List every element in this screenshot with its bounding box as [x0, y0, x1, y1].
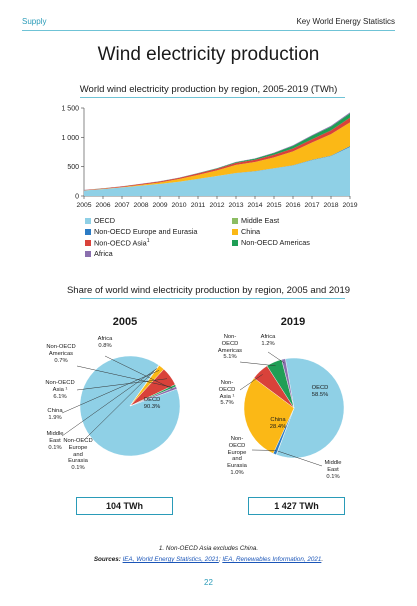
x-tick-label: 2016 — [285, 202, 300, 209]
legend-swatch — [232, 239, 238, 246]
legend-label: Non-OECD Asia1 — [94, 238, 150, 248]
legend-item-africa: Africa — [85, 249, 113, 258]
sources-prefix: Sources: — [93, 556, 123, 563]
chart1-title: World wind electricity production by reg… — [79, 84, 338, 95]
pie-leader-line — [267, 351, 285, 364]
x-tick-label: 2017 — [304, 202, 319, 209]
pie-2019-label-non-oecd-asia: Non- OECD Asia ¹ 5.7% — [218, 380, 236, 407]
legend-swatch — [85, 250, 91, 257]
legend-swatch — [232, 228, 238, 235]
pie-leader-line — [61, 368, 157, 437]
legend-item-china: China — [232, 227, 260, 236]
area-chart: 0 500 1 000 1 500 2005 2006 2007 2008 2009 2010 20… — [61, 106, 357, 210]
pie-2005-total: 104 TWh — [76, 497, 173, 515]
legend-item-oecd: OECD — [85, 216, 115, 225]
pie-2005-label-oecd: OECD 90.3% — [143, 397, 161, 410]
pie-2005-label-africa: Africa 0.8% — [97, 336, 113, 349]
x-tick-label: 2013 — [228, 202, 243, 209]
x-tick-label: 2011 — [191, 202, 206, 209]
pie-leader-line — [76, 365, 173, 388]
legend-label: Non-OECD Europe and Eurasia — [94, 227, 198, 236]
x-tick-label: 2015 — [266, 202, 281, 209]
pie-2005-year: 2005 — [112, 316, 138, 328]
page-title: Wind electricity production — [97, 44, 320, 65]
chart1-legend: OECD Middle East Non-OECD Europe and Euras… — [0, 0, 417, 300]
legend-swatch — [85, 228, 91, 235]
pie-leader-line — [76, 378, 168, 391]
footnote: 1. Non-OECD Asia excludes China. — [158, 545, 259, 552]
pie-2019-label-non-oecd-europe-eurasia: Non- OECD Europe and Eurasia 1.0% — [227, 436, 247, 477]
pie-2019-label-china: China 28.4% — [269, 417, 287, 430]
y-tick-label: 1 500 — [61, 106, 79, 113]
area-series-oecd — [84, 147, 350, 196]
pie-2019-label-non-oecd-americas: Non- OECD Americas 5.1% — [217, 334, 243, 361]
area-series-china — [84, 122, 350, 191]
x-tick-label: 2014 — [247, 202, 262, 209]
pie-2005-label-middle-east: Middle East 0.1% — [46, 431, 64, 451]
y-tick-label: 1 000 — [61, 135, 79, 142]
sources: Sources: IEA, World Energy Statistics, 2… — [0, 556, 417, 563]
pie-2005-label-non-oecd-asia: Non-OECD Asia ¹ 6.1% — [45, 380, 75, 400]
pie-2019-total: 1 427 TWh — [248, 497, 345, 515]
pie-2019-slice-china — [243, 377, 295, 454]
pie-2019-label-africa: Africa 1.2% — [260, 334, 276, 347]
legend-swatch — [85, 217, 91, 224]
pie-2005-label-non-oecd-europe-eurasia: Non-OECD Europe and Eurasia 0.1% — [63, 438, 93, 472]
pie-2019-label-middle-east: Middle East 0.1% — [324, 460, 342, 480]
header-publication: Key World Energy Statistics — [296, 17, 395, 26]
sources-suffix: . — [321, 556, 324, 563]
legend-swatch — [85, 239, 91, 246]
x-tick-label: 2005 — [76, 202, 91, 209]
x-tick-label: 2009 — [152, 202, 167, 209]
legend-label: Non-OECD Americas — [241, 238, 310, 247]
chart1-title-rule — [80, 97, 345, 98]
x-tick-label: 2006 — [95, 202, 110, 209]
x-tick-label: 2018 — [323, 202, 338, 209]
pie-2019-label-oecd: OECD 58.5% — [311, 385, 329, 398]
x-tick-label: 2007 — [114, 202, 129, 209]
legend-swatch — [232, 217, 238, 224]
legend-label: China — [241, 227, 261, 236]
legend-item-middle-east: Middle East — [232, 216, 279, 225]
y-tick-label: 0 — [75, 194, 79, 201]
source-link-world-energy-statistics[interactable]: IEA, World Energy Statistics, 2021 — [122, 556, 219, 563]
legend-label: Africa — [94, 249, 113, 258]
sources-separator: ; — [218, 556, 223, 563]
pie-2005-slice-africa — [129, 386, 178, 407]
pie-leader-line — [104, 355, 173, 390]
chart2-title-rule — [80, 298, 345, 299]
pie-leader-line — [277, 450, 323, 467]
legend-item-non-oecd-americas: Non-OECD Americas — [232, 238, 310, 247]
pie-leader-line — [239, 361, 276, 367]
x-tick-label: 2019 — [342, 202, 357, 209]
pie-leader-line — [61, 370, 160, 414]
pie-2005-label-non-oecd-americas: Non-OECD Americas 0.7% — [46, 344, 76, 364]
pie-2019-year: 2019 — [280, 316, 306, 328]
pie-leader-line — [239, 374, 263, 391]
pie-2019-slice-africa — [281, 358, 295, 409]
pie-2019-slice-oecd — [276, 357, 345, 459]
pie-2005-label-china: China 1.9% — [47, 408, 63, 421]
x-tick-label: 2012 — [209, 202, 224, 209]
x-tick-label: 2010 — [171, 202, 186, 209]
page-number: 22 — [204, 578, 213, 587]
x-tick-label: 2008 — [133, 202, 148, 209]
source-link-renewables-information[interactable]: IEA, Renewables Information, 2021 — [222, 556, 322, 563]
header-divider — [22, 30, 395, 31]
chart2-title: Share of world wind electricity producti… — [66, 285, 351, 296]
pie-leader-line — [83, 368, 157, 441]
legend-item-non-oecd-europe-and-eurasia: Non-OECD Europe and Eurasia — [85, 227, 197, 236]
header-section: Supply — [22, 17, 47, 26]
y-tick-label: 500 — [67, 164, 79, 171]
legend-item-non-oecd-asia: Non-OECD Asia1 — [85, 238, 150, 247]
legend-label: OECD — [94, 216, 116, 225]
legend-label: Middle East — [241, 216, 280, 225]
